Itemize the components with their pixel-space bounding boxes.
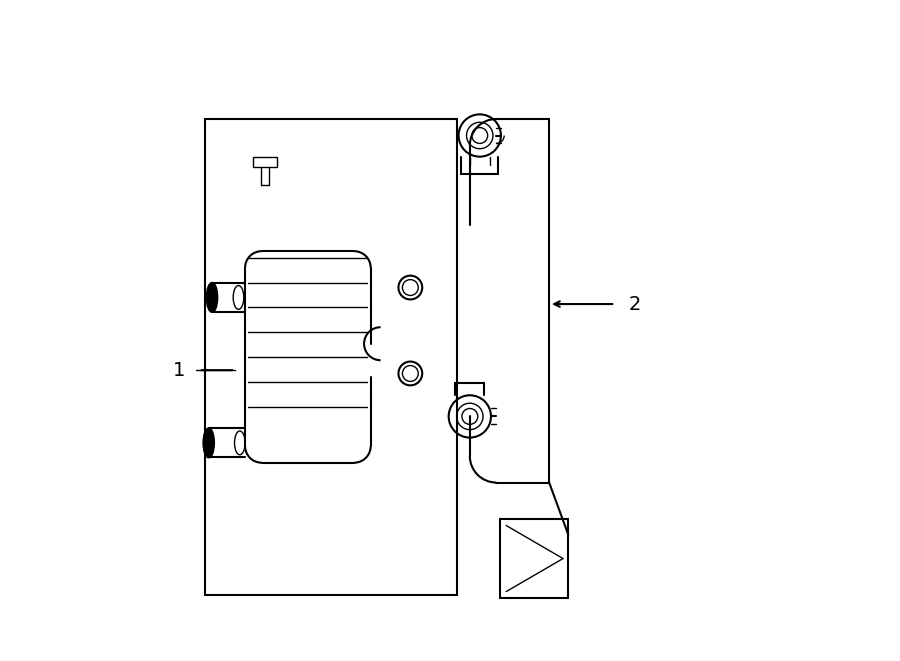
Text: 2: 2 — [628, 295, 641, 313]
Bar — [253, 157, 277, 167]
Text: 1: 1 — [173, 361, 185, 379]
Ellipse shape — [207, 283, 217, 312]
Bar — [205, 119, 456, 595]
Ellipse shape — [203, 428, 214, 457]
